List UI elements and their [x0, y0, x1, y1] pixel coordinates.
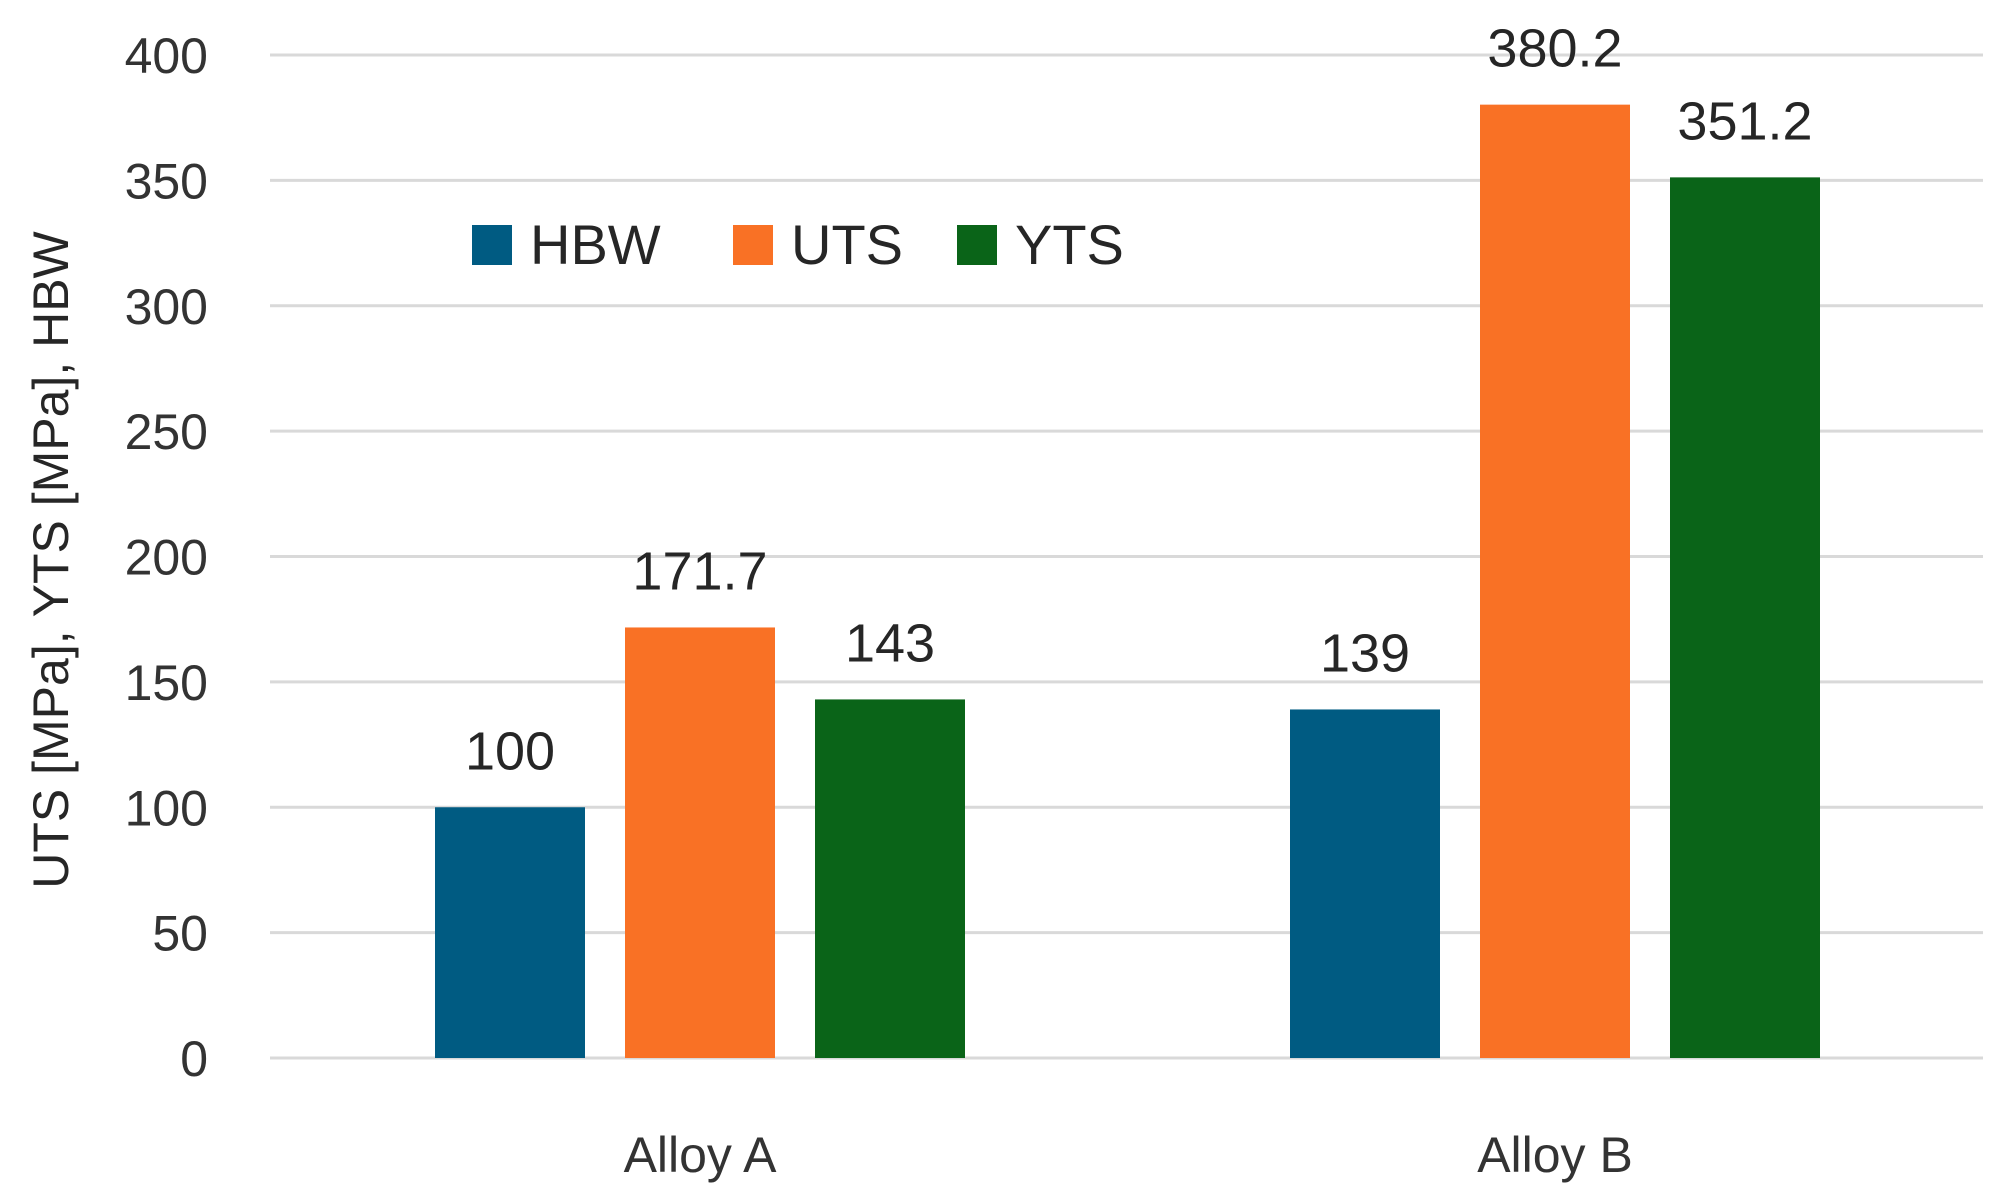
data-label: 171.7 [632, 541, 767, 601]
y-tick-label: 0 [180, 1031, 208, 1087]
y-tick-label: 150 [125, 655, 208, 711]
y-axis-title: UTS [MPa], YTS [MPa], HBW [23, 230, 79, 888]
x-axis-ticks: Alloy A Alloy B [624, 1127, 1633, 1183]
y-tick-label: 250 [125, 404, 208, 460]
y-axis-ticks: 0 50 100 150 200 250 300 350 400 [125, 28, 208, 1087]
bars [435, 104, 1820, 1059]
x-tick-label: Alloy A [624, 1127, 778, 1183]
data-labels: 100 171.7 143 139 380.2 351.2 [465, 19, 1813, 782]
legend-swatch-uts [733, 225, 773, 265]
y-tick-label: 200 [125, 530, 208, 586]
x-tick-label: Alloy B [1477, 1127, 1633, 1183]
legend-swatch-yts [957, 225, 997, 265]
bar-uts-alloy-b [1480, 104, 1630, 1058]
legend: HBW UTS YTS [472, 213, 1124, 276]
y-tick-label: 350 [125, 153, 208, 209]
y-tick-label: 100 [125, 780, 208, 836]
bar-yts-alloy-b [1670, 177, 1820, 1059]
bar-hbw-alloy-a [435, 807, 585, 1058]
data-label: 143 [845, 613, 935, 673]
data-label: 139 [1320, 623, 1410, 683]
legend-label-uts: UTS [791, 213, 903, 276]
bar-hbw-alloy-b [1290, 709, 1440, 1058]
y-tick-label: 50 [152, 906, 208, 962]
data-label: 351.2 [1677, 91, 1812, 151]
y-tick-label: 300 [125, 279, 208, 335]
data-label: 380.2 [1487, 19, 1622, 79]
bar-yts-alloy-a [815, 699, 965, 1058]
legend-label-hbw: HBW [530, 213, 661, 276]
data-label: 100 [465, 721, 555, 781]
bar-uts-alloy-a [625, 627, 775, 1058]
legend-swatch-hbw [472, 225, 512, 265]
legend-label-yts: YTS [1015, 213, 1124, 276]
y-tick-label: 400 [125, 28, 208, 84]
